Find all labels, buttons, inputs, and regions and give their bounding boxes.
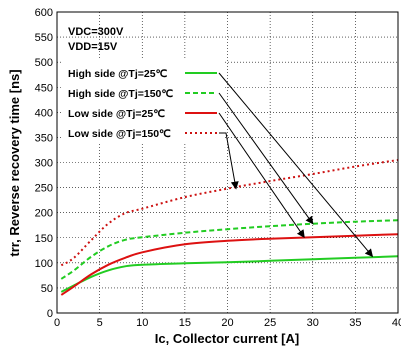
x-tick-label: 15 [179, 317, 191, 329]
y-tick-label: 400 [35, 107, 53, 119]
series-low-side-25c-line [60, 233, 399, 296]
legend-label: Low side @Tj=150℃ [68, 128, 171, 140]
x-tick-label: 20 [221, 317, 233, 329]
y-tick-label: 550 [35, 32, 53, 44]
y-tick-label: 500 [35, 57, 53, 69]
legend-label: High side @Tj=25℃ [68, 68, 168, 80]
grid-layer [57, 12, 398, 313]
x-axis-title: Ic, Collector current [A] [155, 331, 299, 346]
x-tick-label: 5 [97, 317, 103, 329]
y-tick-label: 600 [35, 7, 53, 19]
x-tick-label: 0 [54, 317, 60, 329]
leader-arrow [218, 92, 314, 225]
condition-vdd: VDD=15V [68, 41, 118, 53]
y-tick-label: 100 [35, 258, 53, 270]
y-tick-label: 350 [35, 132, 53, 144]
x-tick-label: 25 [264, 317, 276, 329]
y-tick-label: 50 [41, 283, 53, 295]
y-tick-label: 0 [47, 308, 53, 320]
series-layer [60, 159, 399, 296]
leader-arrow [218, 112, 305, 239]
x-tick-label: 10 [136, 317, 148, 329]
plot-frame [56, 11, 399, 314]
leader-arrow [219, 132, 239, 190]
y-axis-title: trr, Reverse recovery time [ns] [7, 69, 22, 256]
series-low-side-150c-line [60, 159, 399, 267]
legend-label: High side @Tj=150℃ [68, 88, 173, 100]
legend-layer: High side @Tj=25℃ High side @Tj=150℃ Low s… [63, 60, 223, 143]
y-tick-label: 300 [35, 158, 53, 170]
condition-vdc: VDC=300V [68, 26, 124, 38]
x-tick-label: 40 [392, 317, 401, 329]
legend-label: Low side @Tj=25℃ [68, 108, 165, 120]
leader-arrow [218, 72, 374, 258]
arrow-layer [218, 72, 374, 258]
y-tick-label: 150 [35, 233, 53, 245]
x-tick-label: 35 [349, 317, 361, 329]
y-tick-label: 200 [35, 208, 53, 220]
x-tick-label: 30 [307, 317, 319, 329]
series-high-side-150c-line [60, 219, 399, 280]
y-tick-label: 450 [35, 82, 53, 94]
tick-layer: 0510152025303540050100150200250300350400… [35, 7, 401, 329]
series-high-side-25c-line [60, 255, 399, 293]
y-tick-label: 250 [35, 183, 53, 195]
